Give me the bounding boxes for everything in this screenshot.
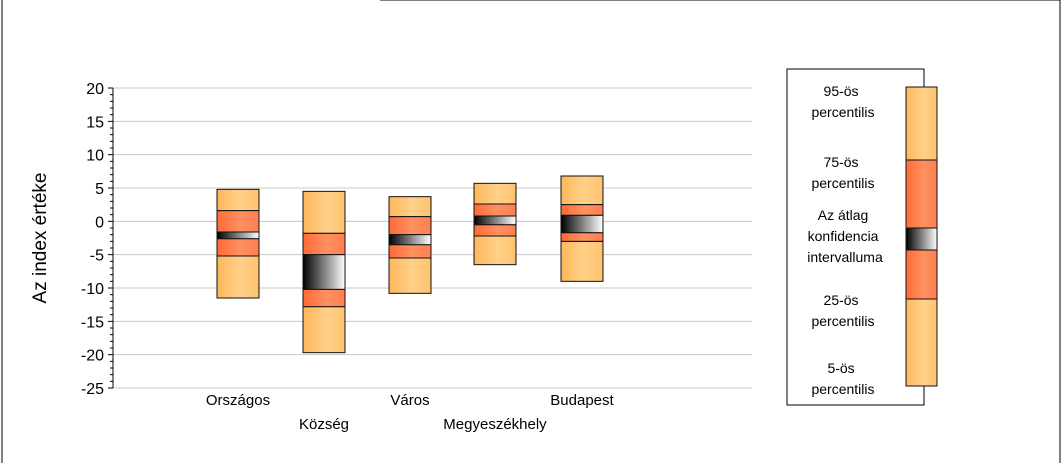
box-upper-tail: [302, 190, 346, 234]
legend-ci-segment: [905, 227, 938, 251]
y-tick-label: 0: [95, 214, 104, 231]
legend-label-ci: Az átlag konfidencia intervalluma: [807, 207, 883, 265]
box-lower-quartile: [388, 244, 432, 259]
box-series: [216, 175, 604, 354]
box-lower-tail: [216, 255, 260, 299]
box-lower-quartile: [302, 288, 346, 308]
y-tick-label: -10: [81, 281, 104, 298]
y-tick-label: -25: [81, 381, 104, 398]
box-upper-tail: [216, 188, 260, 212]
legend-p95-segment: [905, 86, 938, 161]
box-lower-tail: [388, 257, 432, 294]
x-tick-label: Megyeszékhely: [443, 416, 547, 433]
legend-label-p95: 95-ös percentilis: [811, 83, 874, 120]
box-upper-quartile: [388, 216, 432, 236]
legend-label-p25: 25-ös percentilis: [811, 292, 874, 329]
box-confidence-interval: [388, 234, 432, 246]
y-tick-label: 10: [86, 148, 104, 165]
box-lower-tail: [302, 306, 346, 354]
box-1: [302, 190, 346, 354]
x-tick-label: Országos: [206, 392, 270, 409]
box-2: [388, 196, 432, 294]
box-confidence-interval: [302, 254, 346, 290]
y-tick-label: -5: [90, 248, 104, 265]
box-lower-tail: [560, 240, 604, 282]
x-tick-label: Község: [299, 416, 349, 433]
legend: 95-ös percentilis 75-ös percentilis Az á…: [786, 68, 938, 406]
box-upper-tail: [473, 182, 517, 205]
box-lower-quartile: [560, 232, 604, 242]
box-upper-quartile: [302, 232, 346, 256]
y-axis-label: Az index értéke: [30, 173, 51, 304]
grid-lines: [113, 87, 752, 389]
y-tick-label: 20: [86, 81, 104, 98]
y-tick-label: -20: [81, 348, 104, 365]
legend-p5-segment: [905, 298, 938, 387]
box-lower-tail: [473, 235, 517, 266]
box-confidence-interval: [473, 215, 517, 226]
box-upper-quartile: [560, 204, 604, 216]
legend-label-p5: 5-ös percentilis: [811, 360, 874, 397]
x-tick-label: Város: [390, 392, 429, 409]
box-confidence-interval: [560, 214, 604, 234]
box-4: [560, 175, 604, 282]
legend-bar: [905, 86, 938, 387]
box-confidence-interval: [216, 231, 260, 240]
x-tick-label: Budapest: [550, 392, 614, 409]
box-upper-quartile: [216, 210, 260, 233]
legend-label-p75: 75-ös percentilis: [811, 154, 874, 191]
box-upper-quartile: [473, 203, 517, 217]
box-0: [216, 188, 260, 299]
box-upper-tail: [388, 196, 432, 218]
legend-p25-segment: [905, 249, 938, 300]
legend-p75-segment: [905, 159, 938, 229]
y-tick-label: 5: [95, 181, 104, 198]
box-upper-tail: [560, 175, 604, 206]
box-lower-quartile: [216, 238, 260, 257]
y-tick-label: -15: [81, 314, 104, 331]
y-tick-label: 15: [86, 114, 104, 131]
box-lower-quartile: [473, 224, 517, 237]
legend-box: [786, 68, 925, 406]
box-3: [473, 182, 517, 266]
y-axis: 20 15 10 5 0 -5 -10 -15 -20 -25: [81, 81, 114, 398]
